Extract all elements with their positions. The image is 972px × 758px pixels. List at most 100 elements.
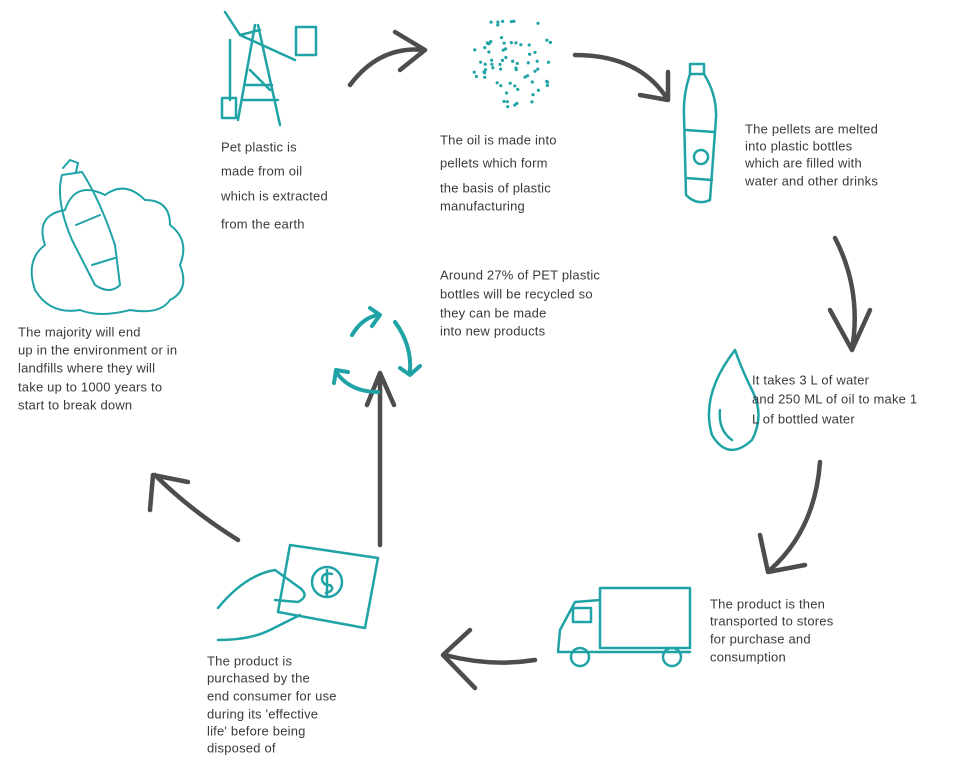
- pellet: [536, 67, 539, 70]
- pellet: [528, 53, 531, 56]
- pellet: [479, 61, 482, 64]
- pellet: [484, 63, 487, 66]
- pellet: [501, 59, 504, 62]
- pellet: [473, 48, 476, 51]
- pump-icon: [222, 12, 316, 125]
- pellet: [530, 100, 533, 103]
- caption-line: transported to stores: [710, 613, 834, 628]
- pellet: [489, 40, 492, 43]
- pellet: [523, 76, 526, 79]
- caption-line: into new products: [440, 323, 546, 338]
- pellet: [504, 56, 507, 59]
- pellet: [491, 66, 494, 69]
- pellet: [499, 84, 502, 87]
- pellet: [515, 102, 518, 105]
- money-icon: [218, 545, 378, 640]
- pellet: [484, 68, 487, 71]
- caption-line: pellets which form: [440, 155, 548, 170]
- caption-line: The product is: [207, 653, 292, 668]
- pellet: [502, 48, 505, 51]
- pellet: [531, 93, 534, 96]
- caption-line: which are filled with: [744, 155, 862, 170]
- caption-line: start to break down: [18, 397, 132, 412]
- pellet: [519, 43, 522, 46]
- pellet: [527, 61, 530, 64]
- pellet: [506, 105, 509, 108]
- pellet: [483, 46, 486, 49]
- pellet: [483, 71, 486, 74]
- caption-line: bottles will be recycled so: [440, 286, 593, 301]
- caption-line: up in the environment or in: [18, 342, 177, 357]
- pellet: [511, 60, 514, 63]
- caption-line: consumption: [710, 649, 786, 664]
- pellets-icon: [473, 20, 552, 109]
- pellet: [514, 66, 517, 69]
- pellet: [490, 59, 493, 62]
- truck-icon: [558, 588, 690, 666]
- caption-line: The product is then: [710, 596, 825, 611]
- landfill-icon: [32, 160, 184, 314]
- caption-line: and 250 ML of oil to make 1: [752, 391, 917, 406]
- pellet: [513, 84, 516, 87]
- pellet: [536, 22, 539, 25]
- pellet: [489, 21, 492, 24]
- pellet: [516, 62, 519, 65]
- pellet: [533, 51, 536, 54]
- pellet: [498, 63, 501, 66]
- caption-line: take up to 1000 years to: [18, 379, 162, 394]
- pellet: [473, 71, 476, 74]
- pellet: [536, 60, 539, 63]
- pellet: [537, 89, 540, 92]
- caption-line: manufacturing: [440, 198, 525, 213]
- pellet: [546, 81, 549, 84]
- pellet: [510, 20, 513, 23]
- pellet: [528, 43, 531, 46]
- pellet: [510, 41, 513, 44]
- pellet: [505, 91, 508, 94]
- bottle-icon: [684, 64, 716, 202]
- pellet: [549, 41, 552, 44]
- pellet: [499, 67, 502, 70]
- pellet: [483, 76, 486, 79]
- pellet: [531, 80, 534, 83]
- pellet: [501, 20, 504, 23]
- pellet: [514, 41, 517, 44]
- pellet: [496, 23, 499, 26]
- pellet: [516, 88, 519, 91]
- caption-line: the basis of plastic: [440, 180, 551, 195]
- caption-line: for purchase and: [710, 631, 811, 646]
- caption-line: they can be made: [440, 305, 547, 320]
- pellet: [496, 81, 499, 84]
- caption-line: Pet plastic is: [221, 139, 297, 154]
- caption-line: It takes 3 L of water: [752, 372, 870, 387]
- caption-line: The majority will end: [18, 324, 141, 339]
- caption-line: The pellets are melted: [745, 121, 878, 136]
- pellet: [496, 20, 499, 23]
- pellet: [475, 75, 478, 78]
- caption-line: L of bottled water: [752, 411, 855, 426]
- caption-line: which is extracted: [220, 188, 328, 203]
- pellet: [506, 100, 509, 103]
- caption-line: landfills where they will: [18, 360, 155, 375]
- caption-line: made from oil: [221, 163, 302, 178]
- pellet: [547, 61, 550, 64]
- caption-line: life' before being: [207, 723, 306, 738]
- pellet: [546, 84, 549, 87]
- pellet: [490, 63, 493, 66]
- pellet: [502, 100, 505, 103]
- caption-line: from the earth: [221, 216, 305, 231]
- caption-line: during its 'effective: [207, 706, 318, 721]
- pellet: [533, 70, 536, 73]
- caption-line: The oil is made into: [440, 132, 557, 147]
- caption-line: into plastic bottles: [745, 138, 853, 153]
- pellet: [487, 50, 490, 53]
- caption-line: Around 27% of PET plastic: [440, 267, 600, 282]
- diagram: Pet plastic is made from oil which is extr…: [0, 0, 972, 758]
- caption-line: water and other drinks: [744, 173, 878, 188]
- pellet: [500, 36, 503, 39]
- pellet: [509, 82, 512, 85]
- pellet: [503, 42, 506, 45]
- caption-line: purchased by the: [207, 670, 310, 685]
- caption-line: disposed of: [207, 740, 276, 755]
- pellet: [545, 39, 548, 42]
